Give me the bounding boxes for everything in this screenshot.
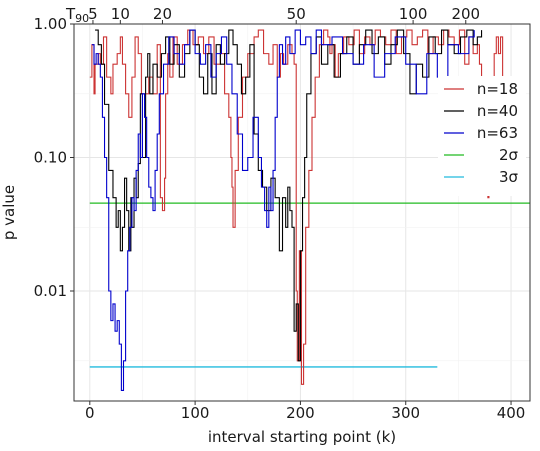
top-axis-label-main: T — [65, 5, 76, 23]
top-axis-label: T90 — [65, 5, 89, 25]
legend-label: n=18 — [477, 80, 518, 98]
top-axis: T90 5 10 20 50 100 200 — [65, 5, 480, 25]
y-axis: 0.01 0.10 1.00 — [34, 15, 74, 300]
x-tick-label: 200 — [286, 404, 315, 422]
legend-label: 3σ — [499, 168, 519, 186]
x-axis-title: interval starting point (k) — [208, 428, 396, 446]
legend-label: 2σ — [499, 146, 519, 164]
top-axis-label-sub: 90 — [75, 12, 89, 25]
x-tick-label: 0 — [85, 404, 95, 422]
top-tick-label: 50 — [287, 5, 306, 23]
legend-label: n=40 — [477, 102, 518, 120]
top-tick-label: 200 — [451, 5, 480, 23]
y-axis-title: p value — [0, 185, 18, 240]
series-lines — [89, 29, 508, 391]
series-line-n63 — [91, 29, 475, 391]
panel-border — [73, 23, 531, 402]
legend-label: n=63 — [477, 124, 518, 142]
threshold-lines — [89, 202, 530, 368]
y-tick-label: 0.10 — [34, 149, 67, 167]
y-tick-label: 1.00 — [34, 15, 67, 33]
top-tick-label: 20 — [153, 5, 172, 23]
top-tick-label: 10 — [111, 5, 130, 23]
top-tick-label: 5 — [88, 5, 98, 23]
x-tick-label: 300 — [391, 404, 420, 422]
y-tick-label: 0.01 — [34, 282, 67, 300]
series-line-n18 — [89, 29, 508, 385]
legend: n=18 n=40 n=63 2σ 3σ — [444, 80, 518, 186]
x-tick-label: 100 — [181, 404, 210, 422]
x-axis: 0 100 200 300 400 — [85, 401, 525, 422]
top-tick-label: 100 — [399, 5, 428, 23]
x-tick-label: 400 — [497, 404, 526, 422]
legend-background — [438, 76, 526, 196]
